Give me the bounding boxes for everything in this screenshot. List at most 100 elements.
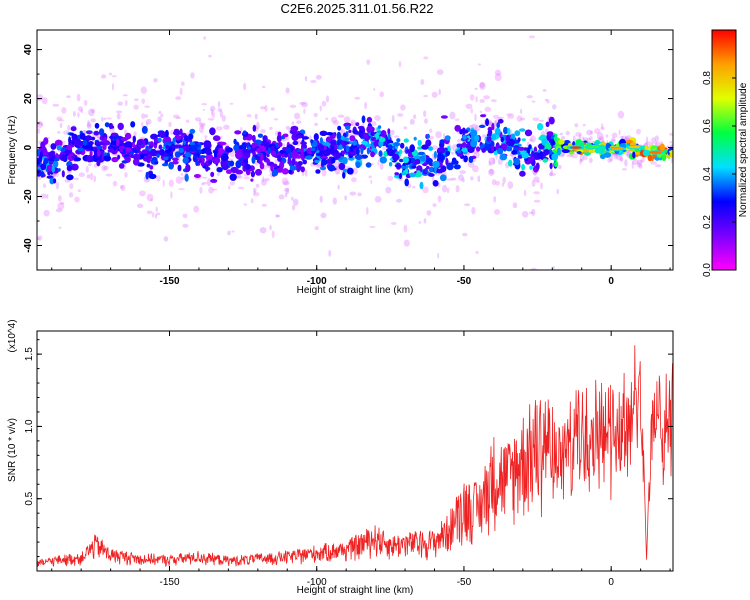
spectrogram-band-blob	[424, 167, 428, 173]
spectrogram-band-blob	[300, 166, 306, 173]
spectrogram-haze-blob	[246, 114, 252, 118]
spectrogram-haze-blob	[523, 189, 527, 197]
spectrogram-band-blob	[230, 166, 239, 174]
spectrogram-band-blob	[117, 154, 121, 160]
spectrogram-haze-blob	[290, 196, 294, 201]
spectrogram-band-blob	[51, 165, 55, 173]
spectrogram-band-blob	[366, 125, 373, 133]
spectrogram-band-blob	[189, 141, 196, 146]
spectrogram-haze-blob	[483, 95, 490, 100]
spectrogram-haze-blob	[84, 129, 87, 134]
spectrogram-haze-blob	[141, 121, 144, 128]
spectrogram-band-blob	[654, 156, 659, 161]
spectrogram-haze-blob	[477, 175, 481, 183]
spectrogram-haze-blob	[351, 122, 354, 126]
spectrogram-band-blob	[149, 165, 154, 170]
spectrogram-band-blob	[288, 169, 292, 174]
spectrogram-band-blob	[380, 130, 387, 138]
snr-plot: -150 -100 -50 0 0.5 1.0 1.5 Height of straight…	[7, 319, 674, 596]
spectrogram-band-blob	[170, 145, 178, 149]
spectrogram-band-blob	[342, 157, 348, 165]
spectrogram-haze-blob	[146, 193, 154, 202]
spectrogram-haze-blob	[437, 252, 440, 259]
spectrogram-band-blob	[349, 150, 355, 155]
spectrogram-band-blob	[94, 122, 100, 129]
spectrogram-band-blob	[413, 136, 417, 141]
spectrogram-haze-blob	[301, 101, 308, 108]
spectrogram-band-blob	[294, 135, 303, 139]
spectrogram-haze-blob	[115, 110, 123, 114]
spectrogram-band-blob	[320, 166, 327, 171]
spectrogram-haze-blob	[315, 74, 322, 80]
spectrogram-band-blob	[157, 137, 162, 143]
spectrogram-haze-blob	[140, 86, 147, 94]
spectrogram-band-blob	[313, 133, 319, 141]
spectrogram-band-blob	[218, 141, 227, 146]
spectrogram-haze-blob	[46, 194, 49, 199]
spectrogram-band-blob	[73, 138, 82, 146]
spectrogram-haze-blob	[68, 192, 74, 198]
spectrogram-band-blob	[296, 164, 301, 173]
spectrogram-haze-blob	[37, 128, 41, 134]
snr-y-tick-label: 1.5	[24, 347, 35, 361]
spectrogram-band-blob	[486, 136, 492, 142]
spectrogram-band-blob	[225, 147, 233, 153]
spectrogram-band-blob	[39, 151, 43, 158]
spectrogram-haze-blob	[321, 100, 327, 107]
spectrogram-haze-blob	[645, 141, 652, 146]
spectrogram-haze-blob	[262, 176, 265, 183]
spectrogram-band-blob	[132, 149, 139, 153]
spectrogram-band-blob	[164, 129, 169, 138]
spectrogram-band-blob	[453, 164, 461, 170]
spectrogram-band-blob	[188, 144, 197, 152]
spectrogram-band-blob	[120, 137, 128, 142]
spectrogram-haze-blob	[638, 164, 643, 169]
spectrogram-haze-blob	[78, 172, 85, 177]
spectrogram-haze-blob	[557, 164, 562, 170]
spectrogram-haze-blob	[262, 85, 266, 89]
spectrogram-band-blob	[398, 173, 402, 180]
spectrogram-haze-blob	[594, 128, 601, 135]
spectrogram-haze-blob	[269, 225, 272, 231]
spectrogram-band-blob	[523, 147, 528, 151]
spectrogram-band-blob	[68, 136, 72, 145]
spectrogram-band-blob	[148, 144, 154, 149]
spectrogram-haze-blob	[255, 183, 260, 188]
spectrogram-band-blob	[373, 139, 380, 147]
spectrogram-haze-blob	[223, 124, 230, 130]
spectrogram-haze-blob	[531, 100, 536, 103]
spectrogram-band-blob	[235, 151, 243, 160]
spectrogram-haze-blob	[37, 121, 43, 126]
snr-x-tick-label: 0	[608, 577, 614, 588]
spectrogram-haze-blob	[137, 203, 144, 208]
spectrogram-band-blob	[96, 159, 101, 167]
spectrogram-haze-blob	[446, 178, 454, 181]
spectrogram-bright-core	[649, 151, 662, 154]
spectrogram-band-blob	[378, 150, 383, 157]
spectrogram-haze-blob	[552, 266, 555, 270]
spectrogram-haze-blob	[56, 116, 63, 121]
spectrogram-haze-blob	[170, 129, 174, 136]
spectrogram-band-blob	[198, 155, 207, 159]
spectrogram-band-blob	[141, 125, 148, 134]
spectrogram-haze-blob	[291, 204, 296, 211]
spectrogram-haze-blob	[219, 110, 223, 118]
spectrogram-haze-blob	[156, 175, 161, 182]
spectrogram-x-tick-label: -50	[457, 276, 472, 287]
spectrogram-haze-blob	[413, 114, 417, 119]
spectrogram-haze-blob	[655, 164, 662, 168]
spectrogram-band-blob	[47, 171, 51, 176]
spectrogram-haze-blob	[572, 135, 576, 142]
spectrogram-haze-blob	[610, 139, 616, 142]
spectrogram-haze-blob	[462, 232, 468, 237]
spectrogram-haze-blob	[488, 168, 495, 176]
snr-x-tick-label: -150	[159, 577, 179, 588]
spectrogram-haze-blob	[210, 105, 216, 112]
spectrogram-haze-blob	[529, 211, 534, 214]
spectrogram-band-blob	[394, 164, 402, 168]
spectrogram-haze-blob	[60, 202, 65, 205]
spectrogram-haze-blob	[391, 114, 395, 123]
spectrogram-haze-blob	[261, 178, 267, 186]
spectrogram-band-blob	[439, 174, 447, 182]
spectrogram-haze-blob	[304, 169, 308, 177]
